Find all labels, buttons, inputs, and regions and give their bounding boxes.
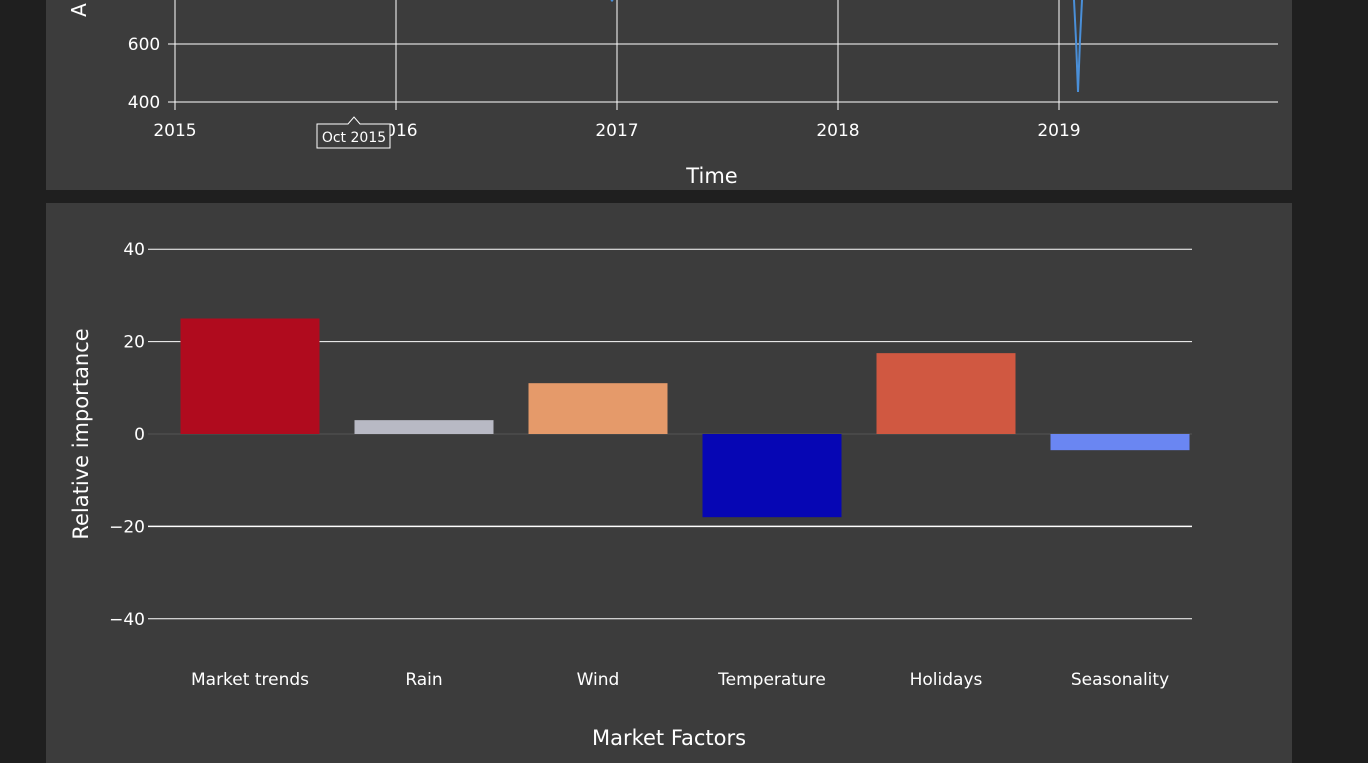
x-axis-title: Time bbox=[685, 164, 737, 188]
x-tick-label: Wind bbox=[577, 670, 620, 690]
x-tick-label: 2019 bbox=[1037, 121, 1080, 141]
x-tick-label: Temperature bbox=[717, 670, 826, 690]
y-tick-label: 400 bbox=[128, 93, 160, 113]
bar-temperature bbox=[702, 434, 842, 518]
bar-seasonality bbox=[1050, 434, 1190, 451]
bar-rain bbox=[354, 420, 494, 434]
hover-label-box bbox=[316, 116, 391, 149]
x-tick-label: Seasonality bbox=[1071, 670, 1169, 690]
market-factors-panel: 40 20 0 −20 −40 Market trends Rain Wind Temperat… bbox=[46, 203, 1292, 763]
y-axis-title: Relative importance bbox=[69, 328, 93, 539]
x-tick-label: 2015 bbox=[153, 121, 196, 141]
x-tick-label: 2018 bbox=[816, 121, 859, 141]
x-tick-label: Holidays bbox=[910, 670, 983, 690]
bar-market-trends bbox=[180, 318, 320, 434]
x-tick-label: Rain bbox=[405, 670, 442, 690]
hover-label-text: Oct 2015 bbox=[322, 130, 386, 146]
series-line bbox=[1073, 0, 1083, 93]
y-axis-title: A bbox=[67, 3, 91, 17]
y-tick-label: 600 bbox=[128, 35, 160, 55]
y-tick-label: 20 bbox=[123, 333, 145, 353]
bar-wind bbox=[528, 383, 668, 434]
y-tick-label: −40 bbox=[109, 610, 145, 630]
series-line bbox=[610, 0, 614, 3]
x-axis-title: Market Factors bbox=[592, 726, 746, 750]
time-series-panel: 2015 2016 2017 2018 2019 400 600 Time A Oct 2015 bbox=[46, 0, 1292, 190]
y-tick-label: 0 bbox=[134, 425, 145, 445]
x-tick-label: 2017 bbox=[595, 121, 638, 141]
bar-holidays bbox=[876, 353, 1016, 434]
y-tick-label: 40 bbox=[123, 240, 145, 260]
y-tick-label: −20 bbox=[109, 517, 145, 537]
x-tick-label: Market trends bbox=[191, 670, 309, 690]
market-factors-chart[interactable]: 40 20 0 −20 −40 Market trends Rain Wind Temperat… bbox=[46, 203, 1292, 763]
